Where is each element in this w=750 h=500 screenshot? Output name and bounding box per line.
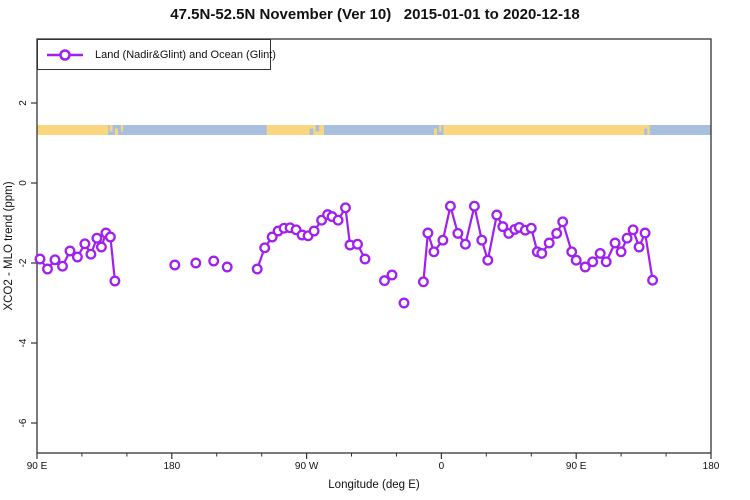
data-point [71, 251, 83, 263]
band-patch-land [120, 125, 124, 132]
data-point [579, 261, 591, 273]
data-point [57, 260, 68, 272]
band-patch-ocean [644, 128, 648, 135]
band-patch-ocean [309, 128, 314, 135]
band-segment-land [266, 125, 324, 135]
data-point [476, 234, 488, 246]
data-point [422, 227, 434, 239]
data-point [379, 275, 390, 287]
data-point [221, 261, 233, 273]
data-point [332, 214, 344, 226]
band-patch-ocean [315, 125, 320, 132]
data-point [259, 242, 271, 254]
band-patch-land [109, 125, 113, 132]
data-point [398, 297, 410, 309]
data-point [609, 237, 621, 249]
data-point [497, 221, 509, 233]
data-point [340, 202, 351, 214]
legend-marker-icon [47, 48, 83, 61]
y-tick-label: 0 [18, 180, 29, 186]
data-point [386, 269, 398, 281]
plot-frame [36, 38, 712, 454]
data-point [251, 263, 263, 275]
band-segment-land [37, 125, 109, 135]
data-point [587, 256, 599, 268]
data-point [64, 245, 76, 257]
band-segment-ocean [108, 125, 267, 135]
data-point [452, 227, 464, 239]
x-tick-label: 90 E [566, 461, 587, 472]
x-tick-label: 180 [163, 461, 180, 472]
band-patch-land [114, 128, 118, 135]
y-axis-title: XCO2 - MLO trend (ppm) [3, 181, 15, 310]
data-point [543, 237, 555, 249]
x-tick-label: 180 [703, 461, 720, 472]
data-point [352, 238, 363, 250]
y-tick-label: 2 [18, 100, 29, 106]
data-point [34, 253, 46, 265]
data-point [594, 247, 606, 259]
data-point [109, 275, 121, 287]
data-point [491, 209, 503, 221]
data-point [525, 222, 537, 234]
data-point [104, 231, 116, 243]
x-axis-title: Longitude (deg E) [328, 479, 420, 491]
data-point [437, 234, 449, 246]
x-tick-label: 90 W [295, 461, 319, 472]
y-tick-label: -4 [18, 338, 29, 347]
data-point [557, 216, 569, 228]
data-point [208, 255, 220, 267]
data-point [570, 254, 582, 266]
chart-title: 47.5N-52.5N November (Ver 10) 2015-01-01… [170, 6, 580, 23]
band-patch-land [439, 125, 442, 132]
data-point [91, 232, 103, 244]
legend: Land (Nadir&Glint) and Ocean (Glint) [37, 39, 276, 70]
legend-label: Land (Nadir&Glint) and Ocean (Glint) [95, 48, 276, 61]
x-tick-label: 90 E [27, 461, 48, 472]
y-tick-label: -6 [18, 418, 29, 427]
data-point [639, 227, 651, 239]
data-point [482, 254, 494, 266]
data-point [600, 256, 612, 268]
data-point [42, 263, 53, 275]
data-point [169, 259, 181, 271]
data-point [615, 246, 627, 258]
band-segment-land [443, 125, 650, 135]
data-point [566, 246, 578, 258]
x-tick-label: 0 [439, 461, 445, 472]
band-segment-ocean [649, 125, 711, 135]
data-point [417, 276, 429, 288]
data-point [85, 248, 97, 260]
data-point [633, 241, 645, 253]
data-point [428, 246, 440, 258]
y-tick-label: -2 [18, 258, 29, 267]
data-point [79, 238, 91, 250]
data-point [308, 225, 320, 237]
data-point [536, 247, 548, 259]
data-point [627, 224, 639, 236]
data-point [621, 232, 633, 244]
data-point [647, 274, 659, 286]
data-point [444, 200, 456, 212]
band-segment-ocean [323, 125, 444, 135]
data-point [190, 257, 202, 269]
data-point [459, 238, 471, 250]
data-point [551, 227, 563, 239]
band-patch-land [433, 128, 437, 135]
data-point [49, 254, 61, 266]
data-point [359, 253, 371, 265]
data-point [95, 241, 107, 253]
data-point [468, 200, 480, 212]
